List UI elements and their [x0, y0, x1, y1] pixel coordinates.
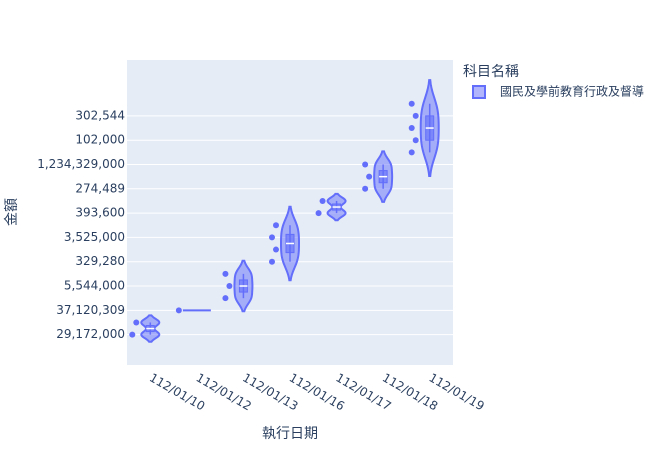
legend-swatch	[472, 85, 486, 99]
point	[269, 258, 275, 265]
point	[362, 161, 369, 168]
point	[222, 270, 229, 277]
point	[269, 234, 275, 241]
point	[408, 100, 415, 107]
point	[366, 173, 373, 180]
y-tick-label: 102,000	[75, 133, 125, 147]
point	[222, 295, 229, 302]
point	[319, 197, 326, 204]
y-axis-title: 金額	[4, 198, 20, 226]
point	[273, 246, 279, 253]
y-tick-label: 393,600	[75, 206, 125, 220]
legend-title: 科目名稱	[463, 64, 519, 80]
y-tick-label: 5,544,000	[64, 279, 125, 293]
point	[315, 210, 322, 217]
point	[226, 283, 233, 290]
y-tick-label: 274,489	[75, 181, 125, 195]
point	[133, 319, 140, 326]
point	[273, 222, 279, 229]
point	[362, 185, 369, 192]
point	[412, 137, 419, 144]
point	[412, 112, 419, 119]
y-tick-label: 29,172,000	[56, 327, 125, 341]
x-axis-title: 執行日期	[262, 426, 318, 442]
point	[175, 307, 182, 314]
y-tick-label: 1,234,329,000	[37, 157, 125, 171]
point	[408, 125, 415, 132]
y-tick-label: 3,525,000	[64, 230, 125, 244]
y-tick-label: 37,120,309	[56, 303, 125, 317]
point	[129, 331, 136, 338]
legend-label: 國民及學前教育行政及督導	[500, 84, 644, 99]
y-tick-label: 329,280	[75, 254, 125, 268]
point	[408, 149, 415, 156]
y-tick-label: 302,544	[75, 108, 125, 122]
